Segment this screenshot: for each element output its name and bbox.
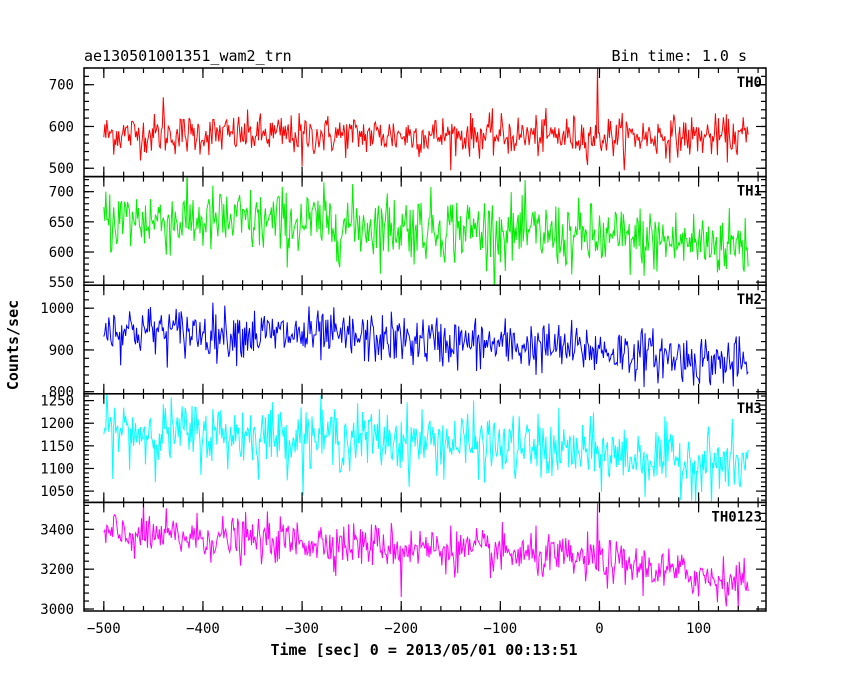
y-tick-label: 700: [49, 78, 74, 94]
y-tick-label: 650: [49, 215, 74, 231]
series-line-th2: [103, 302, 749, 388]
x-axis: −500 −400 −300 −200 −100 0 100: [87, 621, 711, 637]
y-tick-label: 550: [49, 275, 74, 291]
y-tick-label: 3400: [40, 522, 74, 538]
series-line-th3: [103, 393, 749, 503]
x-tick-label: −200: [384, 621, 418, 637]
y-tick-label: 900: [49, 343, 74, 359]
panel-label-th0: TH0: [737, 75, 762, 91]
x-tick-label: 100: [686, 621, 711, 637]
y-axis-label: Counts/sec: [4, 300, 22, 390]
y-tick-label: 600: [49, 245, 74, 261]
panel-th0: 500 600 700 TH0: [49, 67, 767, 178]
series-line-th1: [103, 176, 749, 286]
y-tick-label: 1000: [40, 301, 74, 317]
y-tick-label: 1050: [40, 484, 74, 500]
panels: 500 600 700 TH0 550 600 650 700 TH1 800 900 1000 TH2…: [40, 67, 767, 618]
y-tick-label: 500: [49, 161, 74, 177]
y-tick-label: 1150: [40, 439, 74, 455]
x-tick-label: −400: [186, 621, 220, 637]
panel-label-th3: TH3: [737, 401, 762, 417]
x-tick-label: −100: [483, 621, 517, 637]
panel-frame-th3: [83, 393, 767, 504]
panel-label-th0123: TH0123: [711, 509, 762, 525]
series-line-th0: [103, 68, 749, 171]
panel-th2: 800 900 1000 TH2: [40, 284, 767, 401]
panel-th3: 1050 1100 1150 1200 1250 TH3: [40, 393, 767, 504]
chart-title: ae130501001351_wam2_trn: [84, 47, 292, 65]
y-tick-label: 700: [49, 185, 74, 201]
x-axis-label: Time [sec] 0 = 2013/05/01 00:13:51: [270, 641, 577, 659]
x-tick-label: 0: [595, 621, 603, 637]
x-tick-label: −500: [87, 621, 121, 637]
x-tick-label: −300: [285, 621, 319, 637]
panel-label-th2: TH2: [737, 292, 762, 308]
y-tick-label: 1200: [40, 416, 74, 432]
y-tick-label: 800: [49, 385, 74, 401]
y-tick-label: 600: [49, 119, 74, 135]
panel-th1: 550 600 650 700 TH1: [49, 175, 767, 291]
panel-frame-th0: [83, 67, 767, 178]
y-tick-label: 3200: [40, 562, 74, 578]
y-tick-label: 3000: [40, 602, 74, 618]
y-tick-label: 1250: [40, 394, 74, 410]
panel-th0123: 3000 3200 3400 TH0123: [40, 501, 767, 618]
panel-frame-th0123: [83, 501, 767, 612]
y-tick-label: 1100: [40, 461, 74, 477]
panel-label-th1: TH1: [737, 184, 762, 200]
series-line-th0123: [103, 503, 749, 609]
bin-time-label: Bin time: 1.0 s: [612, 47, 747, 65]
